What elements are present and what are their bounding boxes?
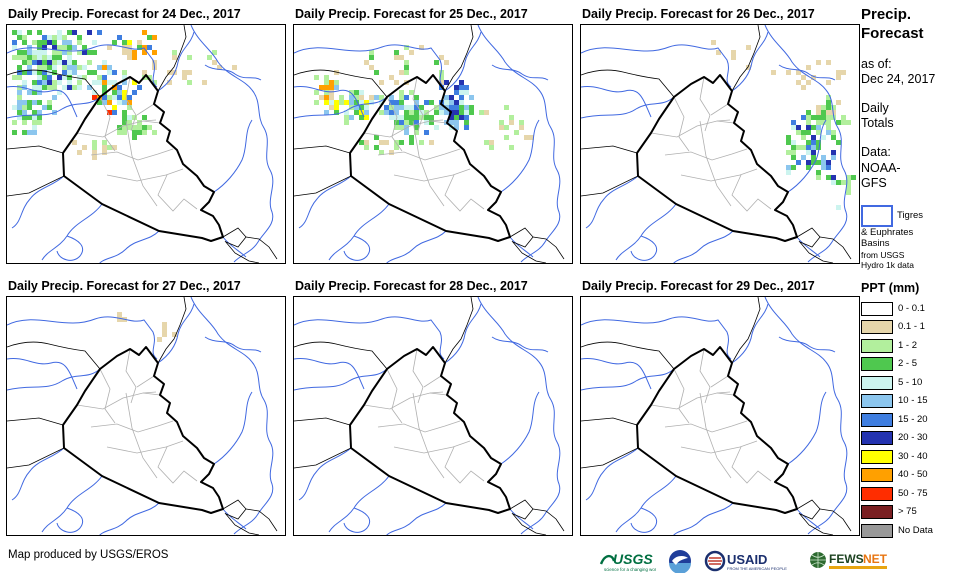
forecast-map [293, 24, 573, 264]
ppt-legend-row: 2 - 5 [861, 357, 963, 372]
daily-totals-text: Daily Totals [861, 100, 894, 131]
ppt-legend-row: 30 - 40 [861, 449, 963, 464]
ppt-legend-label: 5 - 10 [898, 376, 923, 388]
ppt-legend: 0 - 0.1 0.1 - 1 1 - 2 2 - 5 5 - 10 10 - 15 15 … [861, 301, 963, 538]
footer-logos: USGS science for a changing world USAID … [598, 548, 892, 574]
ppt-legend-row: 10 - 15 [861, 394, 963, 409]
usgs-logo: USGS science for a changing world [598, 549, 656, 573]
map-panel: Daily Precip. Forecast for 29 Dec., 2017 [580, 276, 860, 536]
noaa-logo [668, 549, 692, 573]
ppt-legend-label: > 75 [898, 506, 917, 518]
ppt-legend-swatch [861, 375, 893, 390]
data-source-text: Data: NOAA- GFS [861, 145, 901, 191]
usaid-logo: USAID FROM THE AMERICAN PEOPLE [704, 549, 796, 573]
ppt-legend-label: 15 - 20 [898, 413, 928, 425]
ppt-legend-label: 0 - 0.1 [898, 302, 925, 314]
map-panel: Daily Precip. Forecast for 24 Dec., 2017 [6, 4, 286, 264]
ppt-legend-label: 30 - 40 [898, 450, 928, 462]
ppt-legend-swatch [861, 431, 893, 446]
forecast-map [293, 296, 573, 536]
sidebar-title: Precip. Forecast [861, 6, 924, 42]
forecast-map [580, 24, 860, 264]
basin-outline-swatch [861, 204, 893, 227]
usaid-logo-tagline: FROM THE AMERICAN PEOPLE [727, 566, 787, 571]
ppt-legend-row: 40 - 50 [861, 468, 963, 483]
basin-label-small: from USGS Hydro 1k data [861, 249, 914, 270]
ppt-legend-swatch [861, 301, 893, 316]
map-panel-title: Daily Precip. Forecast for 27 Dec., 2017 [8, 279, 241, 293]
ppt-legend-swatch [861, 338, 893, 353]
ppt-legend-swatch [861, 523, 893, 538]
basin-legend: Tigres & Euphrates Basins from USGS Hydr… [861, 204, 963, 270]
ppt-legend-row: 1 - 2 [861, 338, 963, 353]
credit-text: Map produced by USGS/EROS [8, 549, 169, 561]
map-panel-title: Daily Precip. Forecast for 28 Dec., 2017 [295, 279, 528, 293]
ppt-legend-swatch [861, 505, 893, 520]
ppt-legend-row: 0.1 - 1 [861, 320, 963, 335]
ppt-legend-label: 0.1 - 1 [898, 321, 925, 333]
ppt-legend-label: 2 - 5 [898, 358, 918, 370]
fewsnet-logo-text2: NET [863, 552, 888, 566]
ppt-legend-swatch [861, 449, 893, 464]
ppt-legend-swatch [861, 486, 893, 501]
ppt-legend-label: 20 - 30 [898, 432, 928, 444]
sidebar: Precip. Forecast as of: Dec 24, 2017 Dai… [861, 6, 963, 542]
usgs-logo-text: USGS [613, 551, 653, 567]
forecast-map [6, 24, 286, 264]
map-panel: Daily Precip. Forecast for 28 Dec., 2017 [293, 276, 573, 536]
ppt-legend-row: 0 - 0.1 [861, 301, 963, 316]
maps-grid: Daily Precip. Forecast for 24 Dec., 2017… [6, 4, 860, 536]
forecast-map [6, 296, 286, 536]
ppt-legend-row: 15 - 20 [861, 412, 963, 427]
ppt-legend-label: 50 - 75 [898, 487, 928, 499]
map-panel-title: Daily Precip. Forecast for 26 Dec., 2017 [582, 7, 815, 21]
ppt-legend-label: No Data [898, 524, 933, 536]
forecast-map [580, 296, 860, 536]
ppt-legend-row: 50 - 75 [861, 486, 963, 501]
ppt-legend-row: 20 - 30 [861, 431, 963, 446]
usaid-logo-text: USAID [727, 552, 767, 567]
ppt-legend-label: 40 - 50 [898, 469, 928, 481]
ppt-legend-title: PPT (mm) [861, 281, 920, 296]
map-panel: Daily Precip. Forecast for 26 Dec., 2017 [580, 4, 860, 264]
fewsnet-logo: FEWS NET [808, 549, 892, 573]
as-of-text: as of: Dec 24, 2017 [861, 56, 936, 87]
basin-label-mid: & Euphrates Basins [861, 226, 914, 250]
basin-label-top: Tigres [897, 210, 924, 222]
ppt-legend-label: 1 - 2 [898, 339, 918, 351]
ppt-legend-swatch [861, 320, 893, 335]
ppt-legend-swatch [861, 357, 893, 372]
map-panel: Daily Precip. Forecast for 25 Dec., 2017 [293, 4, 573, 264]
map-panel-title: Daily Precip. Forecast for 24 Dec., 2017 [8, 7, 241, 21]
ppt-legend-row: > 75 [861, 505, 963, 520]
ppt-legend-swatch [861, 412, 893, 427]
ppt-legend-label: 10 - 15 [898, 395, 928, 407]
ppt-legend-swatch [861, 468, 893, 483]
map-panel: Daily Precip. Forecast for 27 Dec., 2017 [6, 276, 286, 536]
ppt-legend-row: 5 - 10 [861, 375, 963, 390]
map-panel-title: Daily Precip. Forecast for 25 Dec., 2017 [295, 7, 528, 21]
fewsnet-logo-text1: FEWS [829, 552, 864, 566]
usgs-logo-tagline: science for a changing world [604, 567, 656, 572]
map-panel-title: Daily Precip. Forecast for 29 Dec., 2017 [582, 279, 815, 293]
ppt-legend-swatch [861, 394, 893, 409]
ppt-legend-row: No Data [861, 523, 963, 538]
